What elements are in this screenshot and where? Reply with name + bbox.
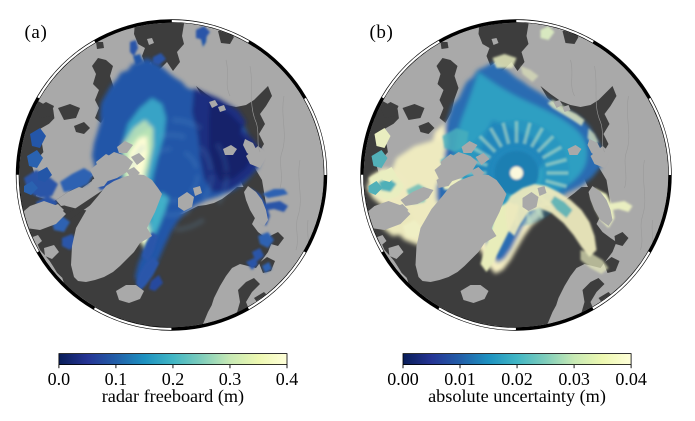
svg-text:absolute uncertainty (m): absolute uncertainty (m): [428, 386, 606, 407]
svg-text:0.4: 0.4: [276, 369, 299, 389]
svg-text:0.00: 0.00: [387, 369, 419, 389]
svg-text:0.3: 0.3: [219, 369, 242, 389]
svg-text:0.03: 0.03: [558, 369, 590, 389]
svg-text:0.01: 0.01: [444, 369, 476, 389]
svg-text:0.02: 0.02: [501, 369, 533, 389]
svg-text:0.1: 0.1: [105, 369, 128, 389]
svg-text:(b): (b): [370, 22, 394, 43]
svg-text:radar freeboard (m): radar freeboard (m): [102, 386, 244, 407]
svg-text:0.2: 0.2: [162, 369, 185, 389]
svg-text:0.0: 0.0: [48, 369, 71, 389]
svg-text:(a): (a): [25, 22, 48, 43]
svg-text:0.04: 0.04: [615, 369, 647, 389]
